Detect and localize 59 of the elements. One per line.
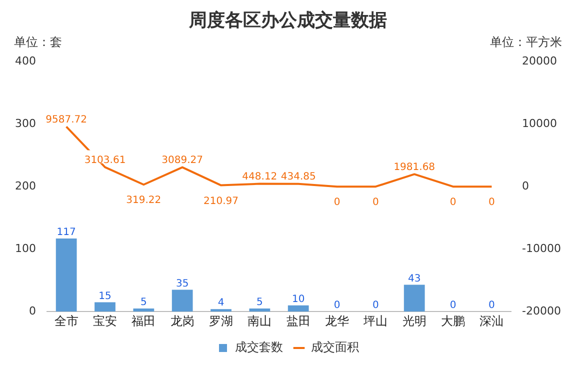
x-tick-label: 深汕 xyxy=(480,314,504,328)
y2-tick-label: -10000 xyxy=(522,242,562,255)
data-label: 10 xyxy=(292,294,305,305)
y2-tick-label: -20000 xyxy=(522,304,562,318)
x-tick-label: 大鹏 xyxy=(441,314,466,328)
data-label: 0 xyxy=(450,197,456,208)
bar xyxy=(210,309,232,312)
data-label: 0 xyxy=(488,197,495,208)
x-tick-label: 光明 xyxy=(402,314,426,328)
y2-axis-title: 单位：平方米 xyxy=(490,34,562,51)
x-tick-label: 全市 xyxy=(54,314,78,328)
y-tick-label: 200 xyxy=(14,179,36,192)
bar xyxy=(172,290,193,312)
data-label: 0 xyxy=(334,197,340,208)
y-tick-label: 100 xyxy=(14,242,36,255)
data-label: 210.97 xyxy=(204,196,239,207)
data-label: 0 xyxy=(372,300,379,312)
bar xyxy=(288,305,309,312)
data-label: 0 xyxy=(334,300,340,312)
y-tick-label: 400 xyxy=(14,54,36,68)
bar xyxy=(94,302,116,312)
data-label: 5 xyxy=(140,297,147,308)
data-label: 1981.68 xyxy=(394,162,436,173)
x-tick-label: 龙华 xyxy=(325,314,350,328)
data-label: 43 xyxy=(408,273,421,284)
data-label: 15 xyxy=(98,290,112,302)
data-label: 3103.61 xyxy=(84,154,126,166)
x-tick-label: 罗湖 xyxy=(209,314,234,328)
data-label: 117 xyxy=(56,227,76,238)
data-label: 9587.72 xyxy=(46,114,88,126)
legend-label: 成交套数 xyxy=(235,340,283,354)
bar xyxy=(249,308,270,312)
y-axis-title: 单位：套 xyxy=(14,34,62,51)
y2-tick-label: 20000 xyxy=(522,54,558,68)
y2-tick-label: 10000 xyxy=(522,116,558,130)
data-label: 4 xyxy=(218,298,224,309)
data-label: 448.12 xyxy=(242,171,278,182)
data-label: 35 xyxy=(176,278,189,290)
x-tick-label: 宝安 xyxy=(93,314,117,328)
bar xyxy=(404,284,425,312)
bar xyxy=(56,238,77,312)
chart-title: 周度各区办公成交量数据 xyxy=(188,9,388,33)
legend-label: 成交面积 xyxy=(311,340,359,354)
data-label: 0 xyxy=(372,197,379,208)
y-tick-label: 0 xyxy=(28,304,36,318)
y-tick-label: 300 xyxy=(14,116,36,130)
data-label: 434.85 xyxy=(280,171,316,182)
data-label: 0 xyxy=(450,300,456,312)
data-label: 3089.27 xyxy=(162,154,204,166)
data-label: 319.22 xyxy=(126,195,162,206)
x-tick-label: 盐田 xyxy=(286,314,310,328)
y2-tick-label: 0 xyxy=(522,179,530,192)
bar xyxy=(133,308,154,312)
data-label: 5 xyxy=(256,297,263,308)
x-tick-label: 南山 xyxy=(248,314,272,328)
x-tick-label: 龙岗 xyxy=(170,314,194,328)
data-label: 0 xyxy=(488,300,495,312)
x-tick-label: 坪山 xyxy=(362,314,388,328)
x-tick-label: 福田 xyxy=(132,314,156,328)
